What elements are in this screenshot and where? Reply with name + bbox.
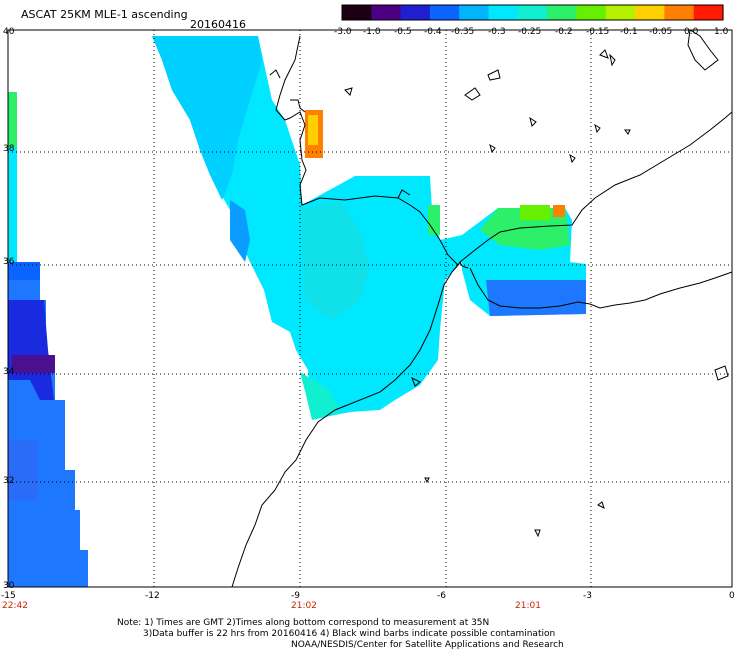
pass-time-label: 22:42 (2, 601, 28, 611)
pass-time-label: 21:01 (515, 601, 541, 611)
island-outline (529, 116, 537, 127)
lon-label: 0 (729, 591, 735, 601)
coastline-segment (469, 267, 733, 309)
colorbar-segment (459, 5, 490, 20)
lon-label: -9 (291, 591, 300, 601)
central-swath-cells (428, 205, 440, 235)
west-swath-region (8, 300, 54, 400)
colorbar-tick-label: -0.5 (394, 27, 412, 37)
note-line-1: Note: 1) Times are GMT 2)Times along bot… (117, 618, 490, 628)
island-outline (489, 143, 496, 154)
colorbar-segment (429, 5, 460, 20)
east-swath-region (486, 280, 586, 316)
colorbar-segment (517, 5, 548, 20)
colorbar-tick-label: -0.2 (555, 27, 573, 37)
island-outline (624, 129, 631, 135)
ascat-swath-data (8, 36, 586, 587)
colorbar-tick-label: 0.0 (684, 27, 699, 37)
colorbar (341, 4, 724, 21)
coastline-segment (269, 69, 281, 79)
pass-time-label: 21:02 (291, 601, 317, 611)
island-outline (687, 29, 719, 71)
colorbar-segment (547, 5, 578, 20)
island-outline (594, 123, 601, 134)
island-outline (424, 477, 430, 484)
island-outline (609, 53, 616, 67)
coastline-segment (231, 264, 459, 588)
lat-label: 36 (3, 257, 15, 267)
colorbar-tick-label: -0.1 (620, 27, 638, 37)
colorbar-frame (341, 4, 724, 21)
lat-label: 30 (3, 581, 15, 591)
note-line-3: NOAA/NESDIS/Center for Satellite Applica… (291, 640, 564, 650)
colorbar-segment (342, 5, 372, 20)
map-frame (7, 29, 733, 588)
island-outline (569, 153, 576, 164)
coastline-segment (397, 189, 411, 199)
lon-label: -12 (145, 591, 160, 601)
colorbar-tick-label: -0.3 (488, 27, 506, 37)
colorbar-segment (635, 5, 665, 20)
central-swath-region (300, 200, 370, 320)
note-line-2: 3)Data buffer is 22 hrs from 20160416 4)… (143, 629, 556, 639)
product-title: ASCAT 25KM MLE-1 ascending (21, 8, 188, 21)
colorbar-segment (488, 5, 519, 20)
colorbar-tick-label: -0.25 (518, 27, 542, 37)
lat-label: 32 (3, 476, 15, 486)
colorbar-segment (605, 5, 636, 20)
central-swath-region (230, 200, 250, 262)
island-outline (714, 365, 729, 381)
coastline-segment (290, 99, 306, 113)
colorbar-segment (400, 5, 431, 20)
colorbar-tick-label: -0.05 (649, 27, 673, 37)
lat-lon-gridlines (8, 30, 732, 587)
island-outline (344, 87, 353, 96)
colorbar-segment (664, 5, 695, 20)
colorbar-tick-label: -0.15 (586, 27, 610, 37)
colorbar-segment (576, 5, 607, 20)
island-outline (599, 49, 609, 59)
island-outline (534, 529, 541, 538)
central-swath-region (152, 36, 262, 200)
coastline (231, 29, 733, 588)
east-swath-cells (553, 205, 565, 217)
colorbar-tick-label: -0.4 (424, 27, 442, 37)
colorbar-segment (693, 5, 724, 20)
west-swath-cells (8, 92, 17, 262)
coastline-segment (459, 261, 469, 269)
lat-label: 38 (3, 144, 15, 154)
lat-label: 40 (3, 27, 15, 37)
west-swath-cells (12, 355, 55, 373)
colorbar-segment (371, 5, 402, 20)
product-date: 20160416 (190, 18, 246, 31)
colorbar-tick-label: -1.0 (363, 27, 381, 37)
east-swath-cells (520, 205, 550, 220)
west-swath-cells (8, 440, 38, 500)
colorbar-tick-label: -3.0 (334, 27, 352, 37)
island-outline (487, 69, 501, 81)
island-outline (464, 87, 481, 101)
west-swath-cells (8, 92, 17, 147)
colorbar-tick-label: -0.35 (451, 27, 475, 37)
lat-label: 34 (3, 367, 15, 377)
hotspot-cells (308, 115, 318, 145)
island-outline (411, 376, 421, 387)
lon-label: -15 (1, 591, 16, 601)
lon-label: -6 (437, 591, 446, 601)
coastline-segment (275, 35, 733, 266)
island-outline (597, 501, 605, 509)
colorbar-tick-label: 1.0 (714, 27, 729, 37)
central-swath-region (300, 372, 340, 420)
lon-label: -3 (583, 591, 592, 601)
